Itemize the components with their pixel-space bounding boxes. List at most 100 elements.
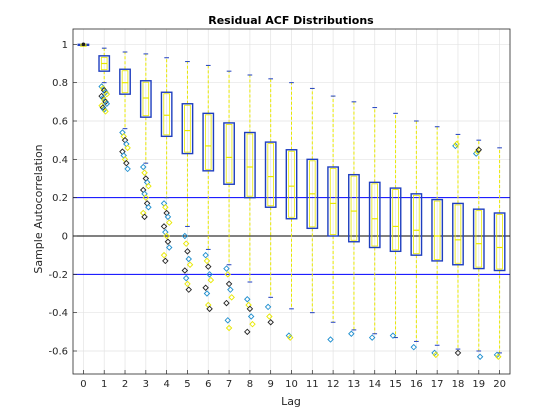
outlier-point	[145, 204, 152, 211]
iqr-box	[493, 212, 506, 272]
inner-box	[454, 204, 462, 264]
outlier-point	[162, 204, 169, 211]
inner-box	[392, 189, 399, 251]
outlier-point	[206, 305, 213, 313]
inner-box	[496, 214, 503, 270]
inner-box	[350, 175, 358, 241]
x-tick-label: 7	[226, 379, 232, 390]
iqr-box	[472, 208, 485, 270]
iqr-box	[452, 202, 464, 266]
x-tick-label: 4	[163, 379, 169, 390]
box-lag-20	[493, 147, 506, 360]
box-lag-13	[348, 101, 360, 337]
box-lag-18	[452, 133, 464, 357]
outlier-point	[164, 213, 172, 221]
x-axis-label: Lag	[281, 395, 301, 408]
y-axis-label: Sample Autocorrelation	[32, 144, 45, 273]
x-tick-label: 20	[493, 379, 506, 390]
iqr-box	[223, 122, 235, 185]
outlier-point	[164, 238, 172, 245]
y-tick-label: 0.2	[52, 193, 68, 204]
box-lag-11	[306, 87, 319, 314]
outlier-point	[124, 144, 131, 152]
x-tick-label: 3	[143, 379, 149, 390]
x-tick-label: 9	[268, 379, 274, 390]
outlier-point	[202, 284, 209, 291]
x-tick-label: 19	[472, 379, 485, 390]
x-tick-label: 1	[101, 379, 107, 390]
outlier-point	[476, 353, 484, 360]
iqr-box	[285, 149, 298, 220]
box-lag-19	[472, 139, 485, 360]
outlier-point	[264, 303, 272, 311]
outlier-point	[228, 294, 235, 301]
x-tick-label: 2	[122, 379, 128, 390]
median-dot	[81, 42, 86, 47]
box-lag-5	[181, 61, 194, 293]
box-lag-3	[139, 53, 152, 221]
x-tick-label: 8	[247, 379, 253, 390]
box-lag-6	[202, 64, 215, 313]
box-lag-1	[98, 47, 111, 115]
inner-box	[142, 81, 150, 117]
x-tick-label: 17	[431, 379, 444, 390]
x-tick-label: 13	[348, 379, 361, 390]
outlier-point	[162, 257, 169, 265]
inner-box	[121, 70, 129, 94]
x-tick-label: 11	[306, 379, 319, 390]
outlier-point	[142, 194, 150, 201]
outlier-point	[103, 90, 111, 98]
outlier-point	[185, 286, 192, 293]
x-tick-label: 6	[205, 379, 211, 390]
plot-frame	[72, 28, 511, 375]
outlier-point	[207, 276, 215, 284]
outlier-point	[141, 213, 148, 221]
inner-box	[267, 143, 274, 207]
inner-box	[433, 200, 441, 260]
y-tick-label: 1	[62, 40, 68, 51]
outlier-point	[475, 146, 483, 153]
inner-box	[163, 93, 170, 136]
outlier-point	[224, 271, 232, 278]
x-tick-label: 5	[184, 379, 190, 390]
box-lag-10	[285, 82, 298, 341]
inner-box	[413, 194, 420, 255]
outlier-point	[203, 257, 211, 265]
box-lag-17	[431, 126, 444, 359]
inner-box	[371, 183, 378, 247]
outlier-point	[184, 280, 191, 288]
outlier-point	[160, 251, 168, 259]
inner-box	[246, 133, 254, 197]
outlier-point	[185, 255, 192, 263]
outlier-point	[327, 336, 334, 343]
outlier-point	[123, 159, 130, 167]
x-tick-label: 15	[389, 379, 402, 390]
box-lag-2	[119, 51, 131, 173]
outlier-point	[246, 305, 254, 313]
iqr-box	[368, 181, 381, 249]
box-lag-9	[264, 78, 277, 326]
outlier-point	[124, 165, 131, 173]
outlier-point	[286, 334, 294, 341]
iqr-box	[139, 80, 152, 118]
box-lag-12	[327, 95, 340, 343]
outlier-point	[223, 299, 230, 307]
outlier-point	[145, 182, 152, 190]
iqr-box	[243, 131, 256, 199]
outlier-point	[472, 150, 480, 157]
outlier-point	[182, 240, 190, 247]
outlier-point	[181, 267, 189, 274]
iqr-box	[119, 68, 131, 95]
y-tick-label: 0.4	[52, 155, 68, 166]
box-lag-8	[243, 74, 256, 336]
y-tick-label: 0	[62, 232, 68, 243]
outlier-point	[202, 251, 209, 259]
iqr-box	[431, 198, 444, 262]
outlier-point	[203, 290, 211, 297]
x-tick-label: 18	[452, 379, 465, 390]
outlier-point	[244, 328, 251, 336]
inner-box	[225, 124, 233, 184]
